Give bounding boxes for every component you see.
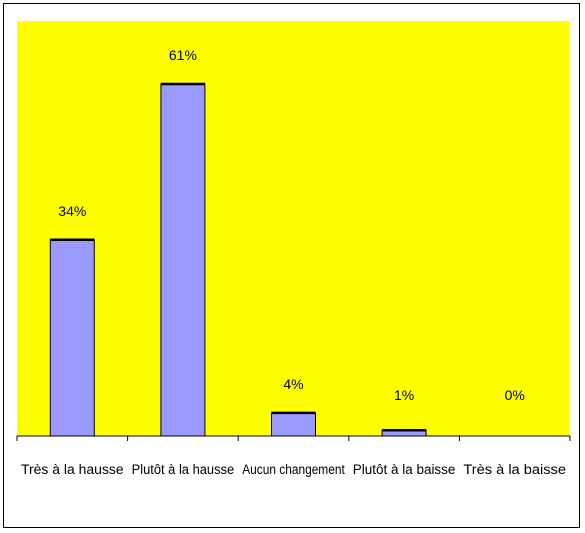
data-label: 61% (169, 47, 197, 63)
data-label: 4% (283, 376, 303, 392)
x-tick-label: Très à la baisse (463, 462, 566, 477)
x-tick-label: Aucun changement (242, 462, 345, 477)
bar (160, 83, 206, 437)
bar (49, 239, 95, 437)
value-labels-group: 34% 61% 4% 1% 0% (58, 47, 525, 403)
bar (271, 412, 316, 437)
category-labels-group: Très à la hausse Plutôt à la hausse Aucun … (21, 462, 566, 477)
data-label: 0% (505, 387, 525, 403)
data-label: 34% (58, 203, 86, 219)
x-tick-label: Plutôt à la hausse (132, 462, 235, 477)
x-tick-label: Très à la hausse (21, 462, 124, 477)
plot-area (17, 21, 570, 436)
x-axis-ticks (16, 436, 571, 441)
x-tick-label: Plutôt à la baisse (353, 462, 456, 477)
data-label: 1% (394, 387, 414, 403)
